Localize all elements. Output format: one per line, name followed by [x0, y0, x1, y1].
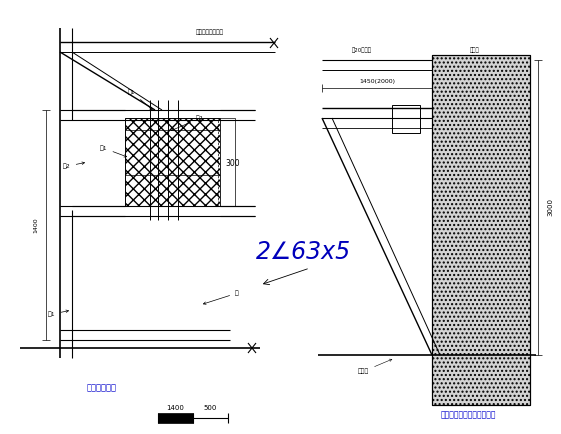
- Text: 3000: 3000: [547, 198, 553, 216]
- Bar: [125, 118, 220, 206]
- Text: 参考工程图纸详图: 参考工程图纸详图: [196, 29, 224, 35]
- Text: 板2: 板2: [63, 162, 85, 169]
- Text: 锁: 锁: [204, 290, 239, 304]
- Bar: [220, 118, 235, 206]
- Text: 2∠63x5: 2∠63x5: [255, 240, 351, 264]
- Text: 1400: 1400: [34, 217, 39, 233]
- Text: 厚20厂大板: 厚20厂大板: [352, 47, 372, 53]
- Text: 楼板面: 楼板面: [358, 359, 392, 374]
- Text: 1400: 1400: [166, 405, 184, 411]
- Bar: [392, 105, 420, 133]
- Text: 阳角及剪力墙部位支撑详图: 阳角及剪力墙部位支撑详图: [440, 411, 496, 420]
- Text: 根1: 根1: [100, 145, 127, 157]
- Text: 1450(2000): 1450(2000): [359, 79, 395, 85]
- Text: 根1: 根1: [48, 310, 68, 317]
- Text: 板1: 板1: [128, 89, 152, 110]
- Text: 阳角部位详图: 阳角部位详图: [87, 384, 117, 392]
- Text: 根2: 根2: [171, 115, 204, 131]
- Text: 角钢等: 角钢等: [470, 47, 480, 53]
- Text: 300: 300: [226, 158, 240, 168]
- Bar: [158, 413, 193, 423]
- Text: 500: 500: [203, 405, 217, 411]
- Bar: [432, 55, 530, 405]
